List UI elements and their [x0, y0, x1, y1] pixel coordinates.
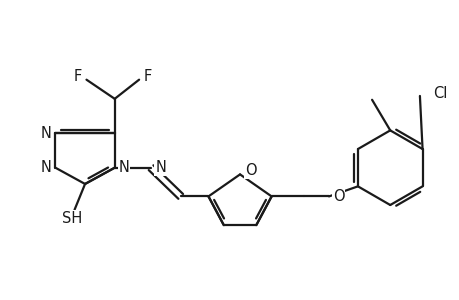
Text: N: N	[155, 160, 166, 175]
Text: O: O	[244, 163, 256, 178]
Text: N: N	[118, 160, 129, 175]
Text: F: F	[143, 69, 151, 84]
Text: O: O	[332, 189, 344, 204]
Text: N: N	[40, 160, 51, 175]
Text: SH: SH	[62, 211, 82, 226]
Text: Cl: Cl	[432, 85, 447, 100]
Text: F: F	[73, 69, 82, 84]
Text: N: N	[40, 126, 51, 141]
